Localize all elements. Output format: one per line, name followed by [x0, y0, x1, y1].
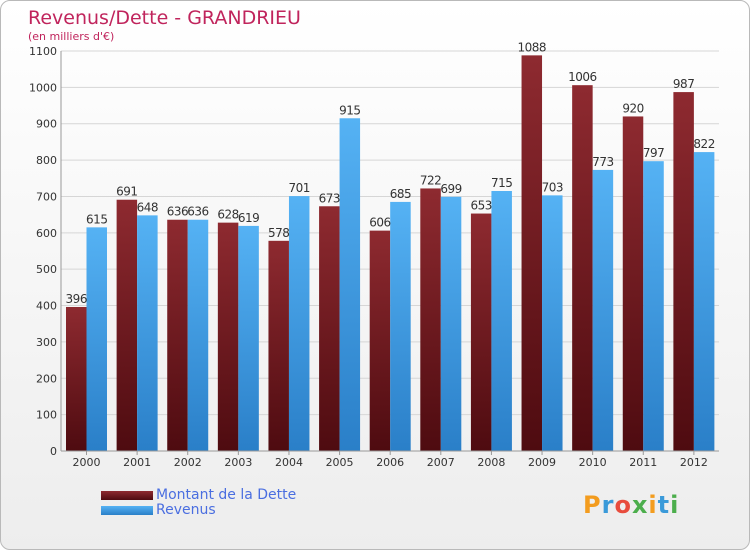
data-label-revenue-2009: 703 — [542, 180, 563, 194]
x-tick-label: 2004 — [275, 456, 303, 469]
y-tick-label: 0 — [50, 445, 57, 458]
y-tick-label: 400 — [36, 300, 57, 313]
bar-revenue-2000 — [86, 227, 107, 451]
bar-debt-2008 — [470, 213, 492, 451]
bar-debt-2007 — [420, 188, 441, 452]
data-label-debt-2010: 1006 — [568, 70, 597, 84]
data-label-debt-2003: 628 — [217, 208, 238, 222]
data-label-debt-2006: 606 — [369, 216, 390, 230]
bar-revenue-2004 — [288, 196, 310, 451]
bar-debt-2005 — [319, 206, 340, 451]
data-label-revenue-2007: 699 — [440, 182, 461, 196]
bar-revenue-2009 — [542, 195, 563, 451]
data-label-revenue-2006: 685 — [390, 187, 411, 201]
data-label-debt-2000: 396 — [66, 292, 87, 306]
y-tick-label: 500 — [36, 263, 57, 276]
bar-revenue-2008 — [491, 191, 512, 451]
data-label-revenue-2003: 619 — [238, 211, 259, 225]
x-tick-label: 2001 — [123, 456, 151, 469]
logo-letter: i — [670, 491, 680, 519]
logo-letter: x — [631, 491, 649, 519]
bar-revenue-2010 — [592, 169, 614, 451]
x-tick-label: 2006 — [376, 456, 404, 469]
proxiti-logo: Proxiti — [583, 491, 679, 519]
x-tick-label: 2000 — [73, 456, 101, 469]
data-label-revenue-2012: 822 — [693, 137, 714, 151]
data-label-revenue-2008: 715 — [491, 176, 512, 190]
legend-revenue-swatch — [101, 506, 153, 515]
y-tick-label: 300 — [36, 336, 57, 349]
data-label-revenue-2001: 648 — [137, 200, 158, 214]
data-label-revenue-2011: 797 — [643, 146, 664, 160]
data-label-revenue-2000: 615 — [86, 212, 107, 226]
y-tick-label: 700 — [36, 190, 57, 203]
legend-revenue-label: Revenus — [156, 502, 216, 518]
x-tick-label: 2012 — [680, 456, 708, 469]
bar-debt-2010 — [572, 85, 593, 451]
data-label-debt-2001: 691 — [116, 185, 137, 199]
bar-debt-2004 — [268, 240, 289, 451]
data-label-debt-2007: 722 — [420, 173, 441, 187]
logo-letter: o — [614, 491, 632, 519]
y-tick-label: 200 — [36, 372, 57, 385]
data-label-debt-2011: 920 — [622, 101, 643, 115]
bar-debt-2002 — [167, 219, 188, 451]
legend-debt-swatch — [101, 491, 153, 500]
bar-revenue-2007 — [440, 196, 462, 451]
data-label-debt-2004: 578 — [268, 226, 289, 240]
x-tick-label: 2007 — [427, 456, 455, 469]
y-tick-label: 600 — [36, 227, 57, 240]
y-tick-label: 1100 — [29, 45, 57, 58]
bar-revenue-2012 — [693, 152, 715, 451]
legend-debt-label: Montant de la Dette — [156, 487, 297, 503]
legend-revenue: Revenus — [1, 502, 321, 520]
data-label-debt-2012: 987 — [673, 77, 694, 91]
y-tick-label: 1000 — [29, 81, 57, 94]
y-tick-label: 100 — [36, 409, 57, 422]
data-label-revenue-2002: 636 — [187, 205, 208, 219]
data-label-revenue-2010: 773 — [592, 155, 613, 169]
data-label-debt-2005: 673 — [319, 191, 340, 205]
data-label-debt-2002: 636 — [167, 205, 188, 219]
legend-debt: Montant de la Dette — [1, 487, 321, 505]
logo-letter: t — [657, 491, 671, 519]
bar-debt-2012 — [673, 92, 694, 451]
x-tick-label: 2003 — [224, 456, 252, 469]
bar-revenue-2006 — [390, 201, 411, 451]
x-tick-label: 2005 — [326, 456, 354, 469]
x-tick-label: 2002 — [174, 456, 202, 469]
y-tick-label: 900 — [36, 118, 57, 131]
bar-revenue-2011 — [643, 161, 664, 451]
bar-debt-2011 — [622, 116, 644, 452]
bar-debt-2003 — [217, 222, 239, 451]
bar-debt-2001 — [116, 199, 138, 451]
logo-letter: i — [648, 491, 658, 519]
bar-revenue-2005 — [339, 118, 361, 451]
x-tick-label: 2008 — [477, 456, 505, 469]
data-label-revenue-2005: 915 — [339, 103, 360, 117]
x-tick-label: 2009 — [528, 456, 556, 469]
bar-revenue-2002 — [187, 219, 209, 451]
bar-revenue-2001 — [137, 215, 158, 451]
chart-title: Revenus/Dette - GRANDRIEU — [28, 7, 301, 29]
bar-debt-2009 — [521, 55, 543, 451]
bar-revenue-2003 — [238, 225, 259, 451]
x-tick-label: 2010 — [579, 456, 607, 469]
chart-subtitle: (en milliers d'€) — [28, 30, 115, 43]
bar-debt-2000 — [66, 307, 87, 451]
bar-debt-2006 — [369, 230, 391, 451]
logo-letter: r — [601, 491, 615, 519]
y-tick-label: 800 — [36, 154, 57, 167]
logo-letter: P — [583, 491, 602, 519]
data-label-debt-2009: 1088 — [518, 40, 547, 54]
data-label-revenue-2004: 701 — [289, 181, 310, 195]
data-label-debt-2008: 653 — [470, 199, 491, 213]
x-tick-label: 2011 — [629, 456, 657, 469]
